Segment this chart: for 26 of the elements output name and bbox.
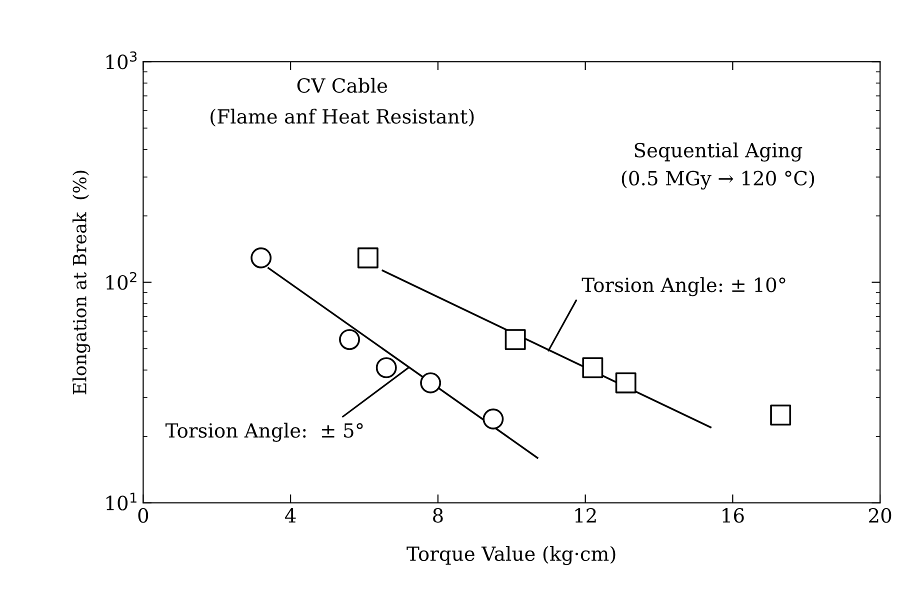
- x-tick-label: 20: [869, 508, 892, 523]
- x-tick-label: 0: [138, 508, 148, 523]
- y-tick-label: 10$^{2}$: [106, 272, 136, 290]
- point: [615, 372, 636, 394]
- annotation: Torsion Angle: ± 10°: [582, 277, 786, 296]
- y-tick-label: 10$^{1}$: [106, 492, 136, 510]
- text: CV Cable: [297, 78, 388, 93]
- point: [420, 372, 442, 394]
- x-tick-label: 8: [433, 508, 443, 523]
- x-axis-title: Torque Value (kg·cm): [406, 546, 616, 566]
- point: [482, 408, 504, 430]
- x-tick-label: 4: [284, 508, 296, 522]
- annotation: Sequential Aging (0.5 MGy → 120 °C): [622, 142, 814, 190]
- x-tick-label: 16: [722, 508, 744, 523]
- text: (Flame anf Heat Resistant): [210, 108, 474, 126]
- point: [376, 357, 397, 378]
- point: [770, 404, 792, 426]
- point: [339, 329, 360, 350]
- y-axis-title: Elongation at Break (%): [72, 170, 90, 394]
- x-tick-label: 12: [575, 508, 596, 522]
- annotation: Torsion Angle: ± 5°: [165, 422, 363, 442]
- point: [250, 247, 272, 268]
- y-tick-label: 10$^{3}$: [106, 51, 137, 70]
- point: [582, 357, 604, 378]
- point: [504, 329, 526, 350]
- point: [357, 247, 378, 268]
